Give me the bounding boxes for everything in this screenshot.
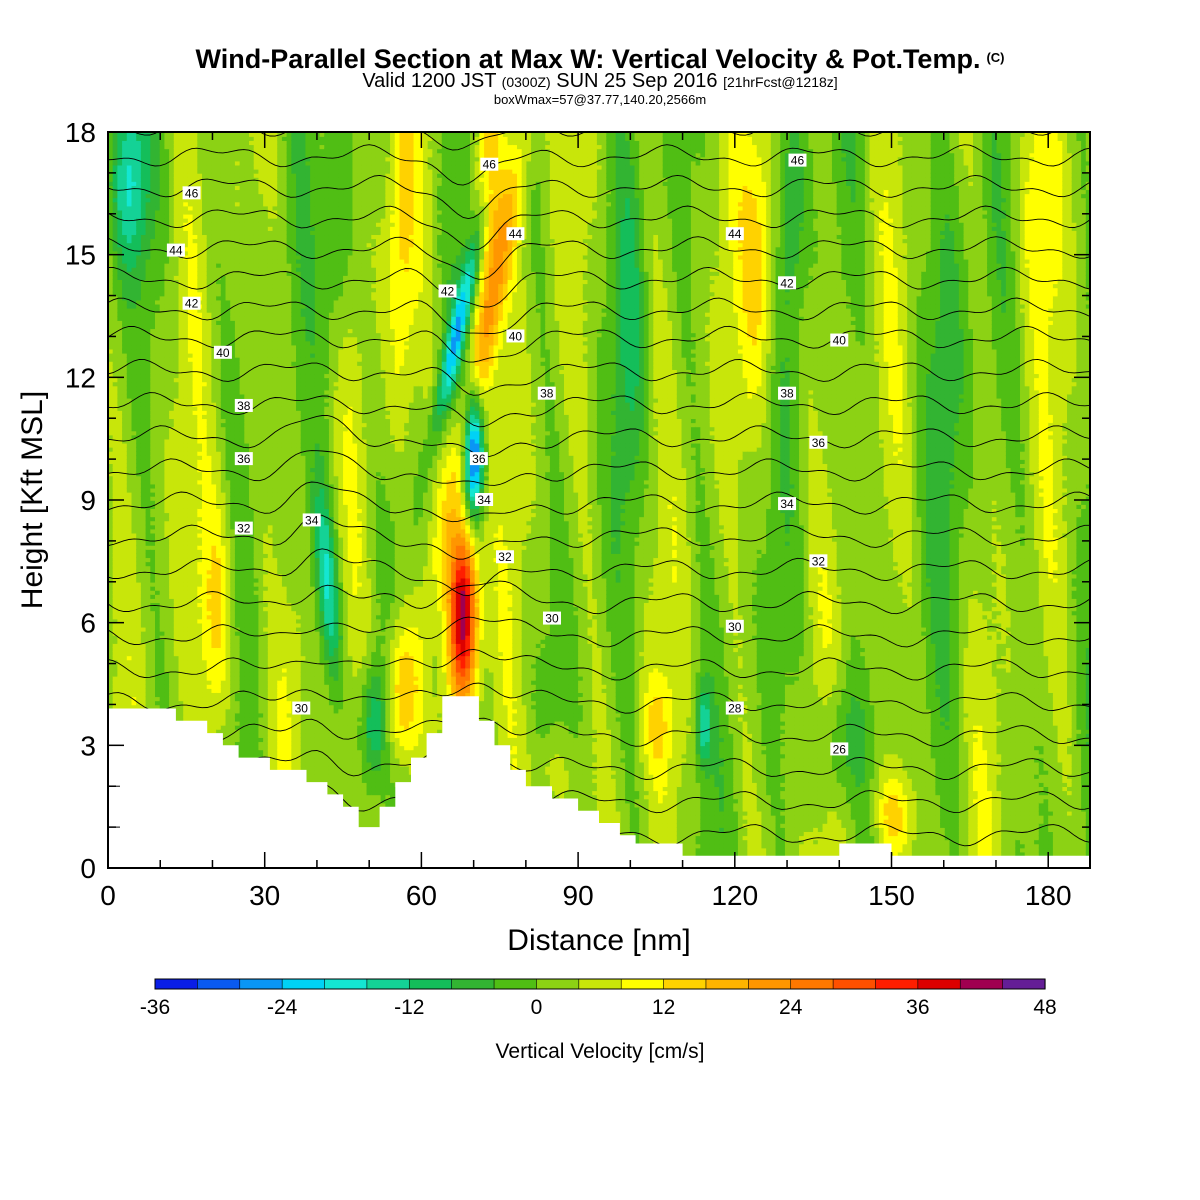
section-plot: 4646 464444 444242424040 403838 3836 36363434… (0, 0, 1200, 1200)
